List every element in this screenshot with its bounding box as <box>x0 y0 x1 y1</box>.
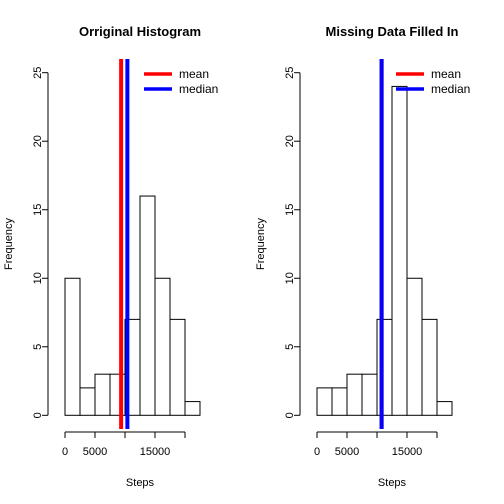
histogram-bar <box>331 387 348 416</box>
histogram-bar <box>346 373 363 416</box>
histogram-panel-2: Missing Data Filled In 0 5 10 15 20 25 Frequenc… <box>255 24 470 489</box>
histogram-bar <box>376 318 393 416</box>
y-tick-label: 0 <box>284 412 296 418</box>
legend-label: mean <box>179 67 209 81</box>
histogram-bar <box>154 277 171 416</box>
x-axis: 0 5000 15000 Steps <box>62 431 186 489</box>
histogram-bar <box>391 85 408 416</box>
histogram-bar <box>316 387 333 416</box>
histogram-bar <box>361 373 378 416</box>
histogram-bars <box>316 85 453 416</box>
histogram-bar <box>139 195 156 416</box>
x-tick-label: 15000 <box>140 446 171 458</box>
y-tick-label: 15 <box>32 204 44 216</box>
legend-label: median <box>179 82 218 96</box>
histogram-bar <box>79 387 96 416</box>
x-axis-label: Steps <box>378 477 407 489</box>
histogram-bar <box>94 373 111 416</box>
y-tick-label: 5 <box>284 344 296 350</box>
histogram-panel-1: Orriginal Histogram 0 5 10 15 20 25 Frequency 0 5… <box>3 24 218 489</box>
x-tick-label: 0 <box>62 446 68 458</box>
x-axis-label: Steps <box>126 477 155 489</box>
histogram-bar <box>406 277 423 416</box>
x-tick-label: 5000 <box>335 446 359 458</box>
histogram-bar <box>64 277 81 416</box>
y-tick-label: 10 <box>284 272 296 284</box>
y-tick-label: 25 <box>32 67 44 79</box>
histogram-bar <box>436 401 453 416</box>
y-axis-label: Frequency <box>3 218 15 270</box>
chart-title: Missing Data Filled In <box>326 24 459 39</box>
y-tick-label: 20 <box>284 135 296 147</box>
legend-label: median <box>431 82 470 96</box>
chart-title: Orriginal Histogram <box>79 24 201 39</box>
histogram-bar <box>184 401 201 416</box>
y-tick-label: 15 <box>284 204 296 216</box>
x-tick-label: 0 <box>314 446 320 458</box>
x-tick-label: 5000 <box>83 446 107 458</box>
y-tick-label: 10 <box>32 272 44 284</box>
y-axis: 0 5 10 15 20 25 Frequency <box>255 67 301 418</box>
y-tick-label: 5 <box>32 344 44 350</box>
histogram-bar <box>169 318 186 416</box>
x-axis: 0 5000 15000 Steps <box>314 431 438 489</box>
legend-label: mean <box>431 67 461 81</box>
histogram-bars <box>64 195 201 416</box>
y-tick-label: 25 <box>284 67 296 79</box>
y-tick-label: 20 <box>32 135 44 147</box>
y-tick-label: 0 <box>32 412 44 418</box>
y-axis-label: Frequency <box>255 218 267 270</box>
x-tick-label: 15000 <box>392 446 423 458</box>
histogram-bar <box>421 318 438 416</box>
y-axis: 0 5 10 15 20 25 Frequency <box>3 67 49 418</box>
